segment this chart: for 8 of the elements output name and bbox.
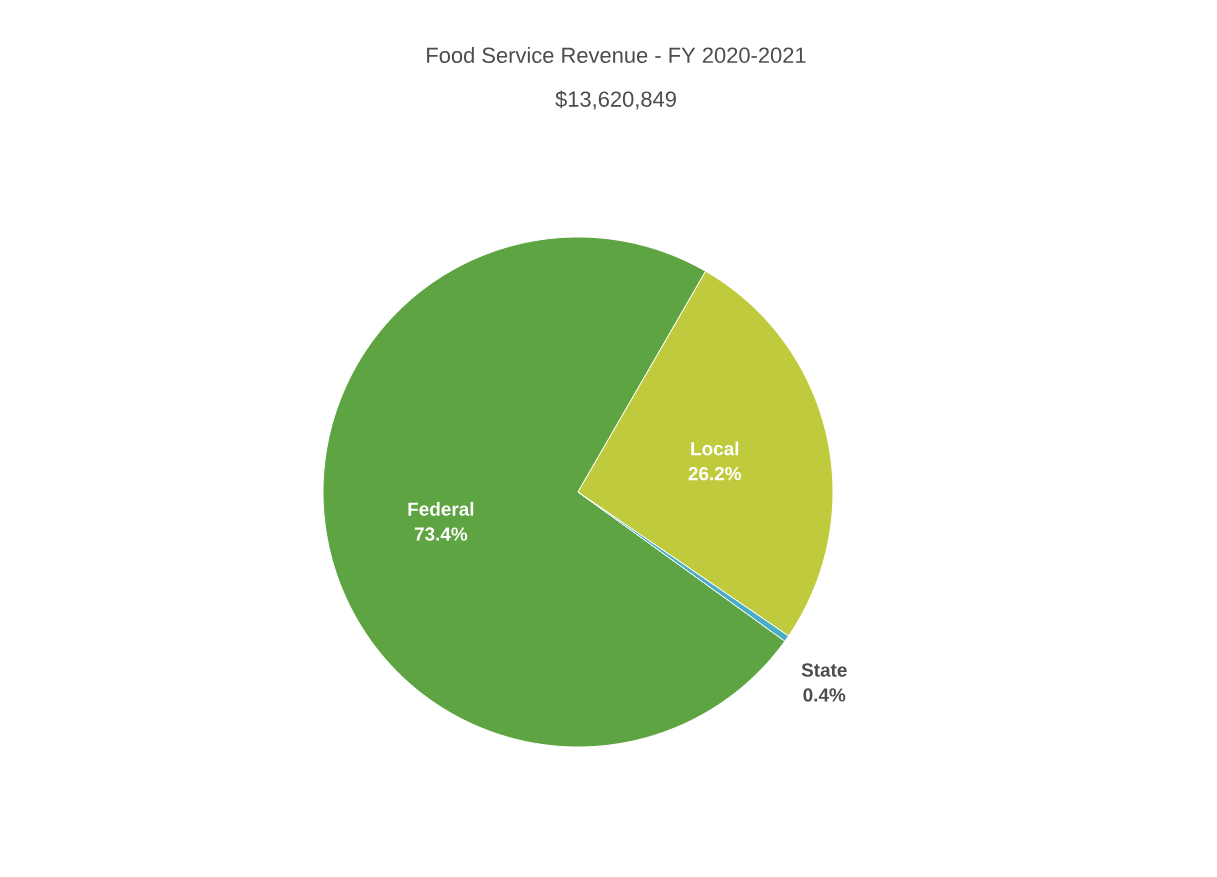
chart-subtitle: $13,620,849: [555, 90, 676, 110]
chart-title: Food Service Revenue - FY 2020-2021: [427, 46, 806, 64]
slice-label: Local: [691, 441, 739, 456]
data-label: 73.4%: [414, 527, 468, 541]
data-label: 0.4%: [803, 688, 846, 702]
slice-label: Federal: [408, 501, 474, 516]
data-label: 26.2%: [688, 466, 742, 481]
slice-label: State: [801, 663, 847, 677]
